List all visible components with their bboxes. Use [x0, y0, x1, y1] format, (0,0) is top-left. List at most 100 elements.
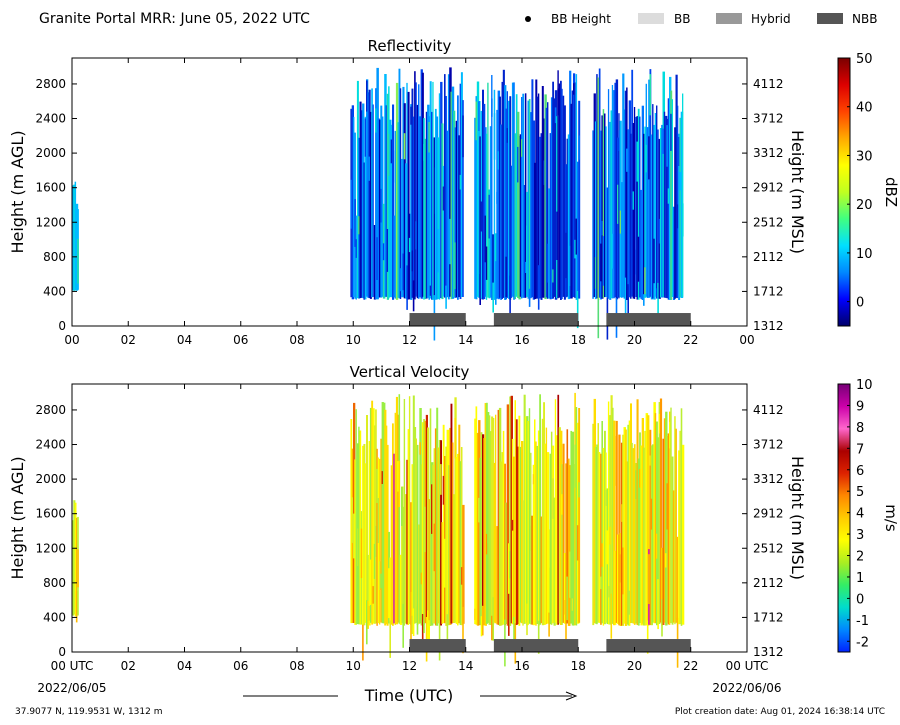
echo-streak	[423, 620, 425, 634]
echo-streak	[514, 133, 516, 300]
echo-streak	[402, 506, 405, 625]
echo-streak	[504, 463, 506, 626]
echo-streak	[376, 237, 378, 280]
echo-streak	[617, 534, 619, 624]
echo-streak	[420, 69, 423, 299]
echo-streak	[646, 620, 649, 654]
echo-streak	[498, 96, 501, 298]
echo-streak	[676, 204, 679, 229]
x-tick-label: 22	[683, 659, 698, 673]
echo-streak	[622, 434, 624, 626]
bright-band-bar-nbb	[493, 313, 579, 326]
echo-streak	[565, 614, 567, 651]
echo-streak	[604, 113, 606, 298]
echo-streak	[534, 162, 537, 299]
echo-segment	[350, 67, 464, 341]
echo-streak	[523, 394, 526, 624]
x-tick-label: 00 UTC	[51, 659, 94, 673]
echo-streak	[637, 458, 640, 626]
echo-streak	[552, 445, 555, 624]
x-tick-label: 10	[346, 659, 361, 673]
echo-streak	[569, 70, 572, 299]
echo-streak	[676, 536, 679, 624]
echo-streak	[394, 150, 397, 183]
echo-streak	[549, 133, 552, 300]
echo-streak	[541, 418, 545, 626]
echo-streak	[548, 188, 551, 299]
echo-streak	[449, 67, 452, 297]
echo-streak	[393, 453, 396, 624]
echo-streak	[565, 164, 568, 298]
echo-streak	[421, 614, 424, 651]
echo-streak	[604, 430, 606, 625]
echo-streak	[620, 442, 623, 626]
echo-streak	[669, 76, 672, 301]
echo-streak	[390, 124, 393, 298]
echo-streak	[416, 606, 419, 635]
echo-streak	[397, 414, 399, 623]
echo-streak	[679, 430, 681, 625]
echo-streak	[492, 597, 494, 641]
x-tick-label: 08	[289, 659, 304, 673]
echo-streak	[633, 444, 636, 625]
echo-streak	[460, 72, 463, 297]
echo-streak	[631, 442, 633, 624]
echo-streak	[680, 408, 683, 626]
colorbar: 0 10 20 30 40 50 dBZ	[837, 52, 900, 327]
echo-streak	[654, 113, 657, 297]
echo-streak	[379, 561, 381, 590]
echo-streak	[674, 127, 676, 299]
bright-band-bar-nbb	[409, 313, 466, 326]
echo-streak	[350, 419, 353, 624]
echo-streak	[364, 116, 367, 300]
echo-streak	[678, 450, 680, 625]
echo-streak	[505, 108, 507, 300]
echo-streak	[375, 409, 377, 624]
echo-streak	[415, 221, 417, 250]
echo-streak	[364, 118, 367, 157]
echo-streak	[418, 84, 420, 299]
echo-streak	[567, 134, 570, 300]
echo-streak	[544, 94, 547, 300]
echo-streak	[669, 421, 671, 449]
echo-streak	[360, 528, 363, 579]
colorbar-gradient	[837, 383, 851, 653]
echo-streak	[482, 89, 484, 300]
echo-streak	[432, 464, 434, 624]
echo-streak	[630, 133, 632, 299]
echo-streak	[658, 218, 661, 244]
echo-streak	[386, 229, 389, 272]
x-tick-label: 22	[683, 333, 698, 347]
echo-streak	[373, 543, 376, 579]
echo-streak	[424, 506, 427, 553]
echo-streak	[403, 103, 406, 299]
echo-streak	[552, 81, 554, 299]
echo-streak	[432, 81, 434, 301]
echo-streak	[416, 444, 419, 625]
echo-streak	[661, 547, 663, 626]
echo-streak	[663, 111, 666, 298]
x-tick-label: 06	[233, 659, 248, 673]
echo-streak	[382, 243, 385, 261]
echo-streak	[355, 239, 358, 258]
echo-streak	[517, 111, 520, 298]
echo-streak	[485, 246, 488, 280]
echo-streak	[644, 126, 647, 298]
echo-streak	[495, 261, 497, 305]
echo-streak	[442, 165, 445, 297]
echo-streak	[436, 407, 439, 626]
legend-dot-bb-height	[525, 16, 531, 22]
echo-streak	[475, 406, 478, 625]
echo-streak	[447, 465, 450, 626]
echo-streak	[388, 568, 390, 619]
echo-streak	[402, 86, 405, 297]
echo-streak	[449, 427, 452, 625]
y-tick-label-right: 1312	[753, 319, 784, 333]
bright-band-bar-nbb	[606, 639, 691, 652]
y-tick-label: 0	[58, 645, 66, 659]
x-tick-label: 14	[458, 659, 473, 673]
echo-streak	[453, 110, 456, 297]
echo-streak	[671, 456, 674, 625]
echo-streak	[658, 138, 661, 299]
